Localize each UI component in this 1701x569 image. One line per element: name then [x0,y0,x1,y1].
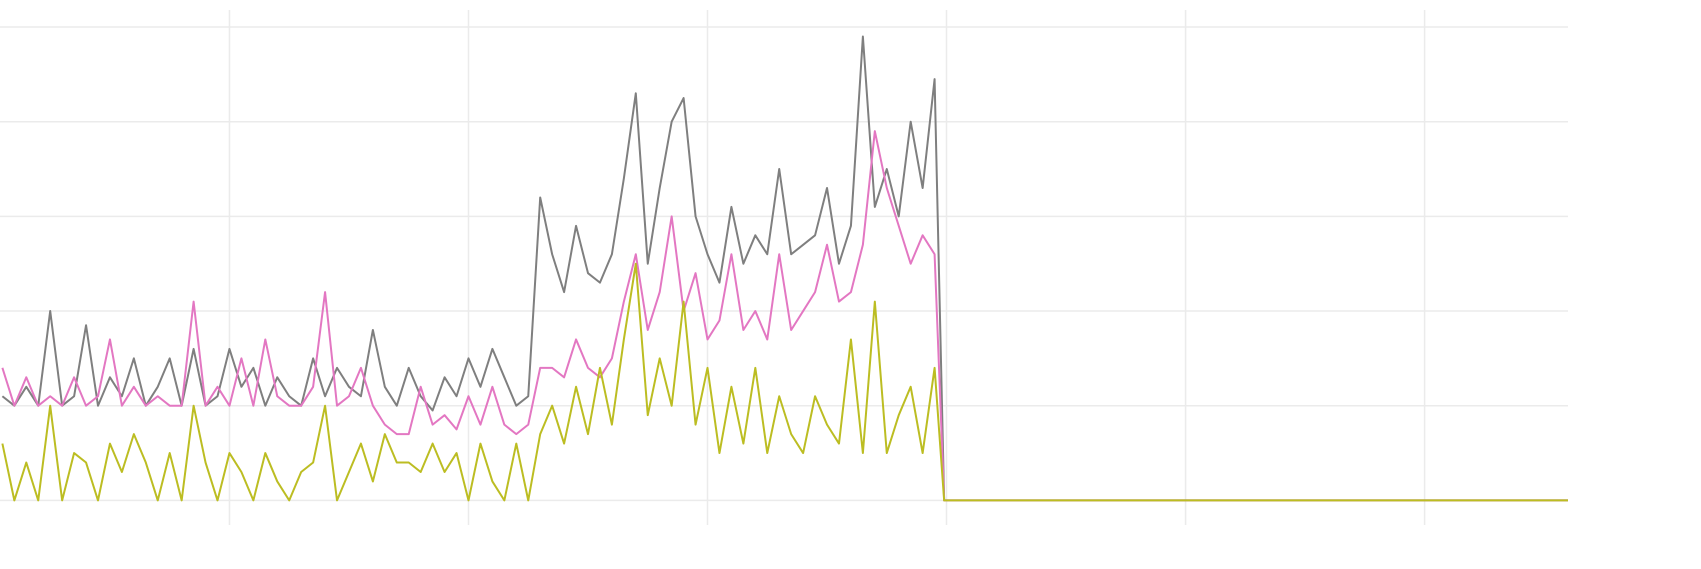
series-line [1,35,1568,502]
series-line [1,130,1568,502]
series-line [1,262,1568,502]
